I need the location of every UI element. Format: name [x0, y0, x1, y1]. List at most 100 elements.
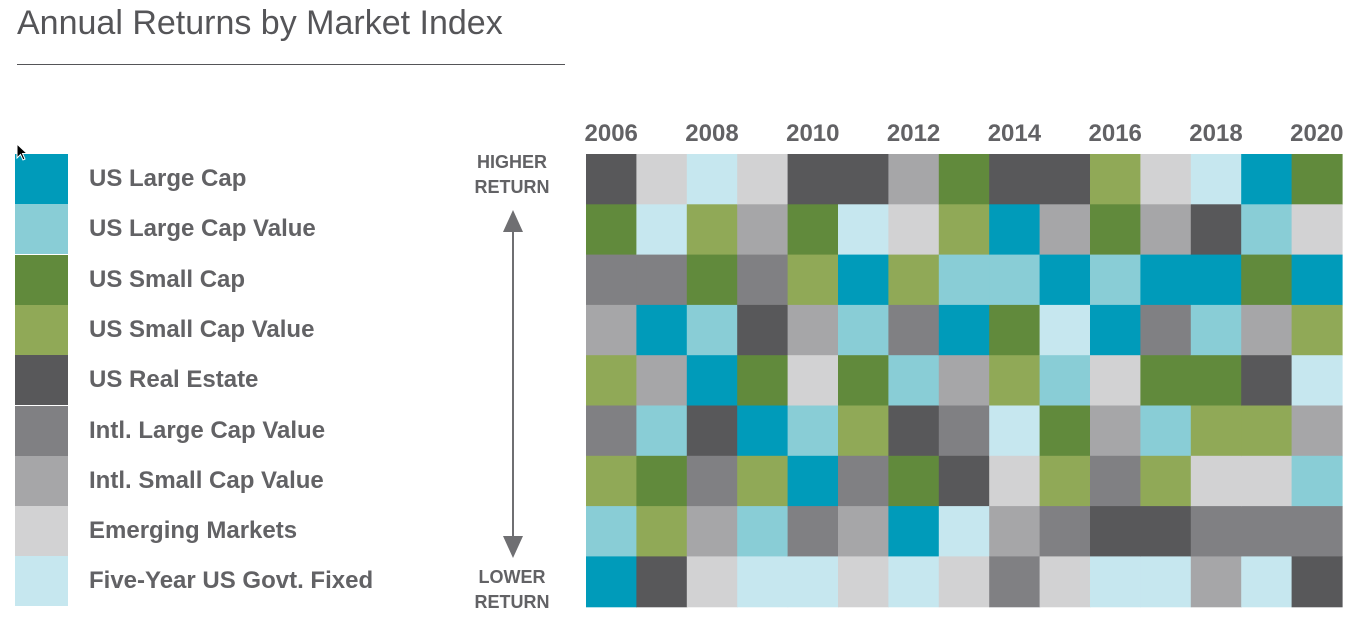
heatmap-cell	[737, 254, 789, 306]
heatmap-cell	[787, 254, 839, 306]
heatmap-cell	[1241, 506, 1293, 557]
heatmap-cell	[938, 204, 990, 256]
year-tick-label: 2008	[685, 120, 738, 147]
legend-label: US Small Cap	[89, 265, 246, 293]
heatmap-cell	[1090, 355, 1141, 407]
heatmap-cell	[989, 455, 1041, 507]
heatmap-cell	[1090, 405, 1141, 457]
heatmap-cell	[787, 355, 839, 407]
heatmap-cell	[1190, 254, 1242, 306]
heatmap-cell	[1291, 304, 1343, 356]
heatmap-cell	[636, 254, 688, 306]
heatmap-cell	[1291, 204, 1343, 256]
year-tick-label: 2018	[1189, 120, 1242, 147]
heatmap-cell	[888, 556, 940, 608]
heatmap-cell	[1190, 556, 1242, 608]
heatmap-cell	[1140, 506, 1192, 557]
heatmap-cell	[1291, 355, 1343, 407]
heatmap-cell	[586, 355, 637, 407]
heatmap-cell	[888, 204, 940, 256]
heatmap-cell	[1090, 455, 1141, 507]
heatmap-cell	[1241, 455, 1293, 507]
higher-return-label: HIGHER RETURN	[474, 152, 550, 197]
legend-item: US Large Cap	[15, 154, 455, 204]
legend-swatch	[15, 254, 68, 305]
heatmap-cell	[686, 304, 738, 356]
heatmap-cell	[1140, 355, 1192, 407]
heatmap-cell	[1241, 556, 1293, 608]
heatmap-cell	[888, 254, 940, 306]
heatmap-cell	[838, 154, 889, 205]
legend-item: US Small Cap	[15, 254, 455, 305]
heatmap-cell	[888, 355, 940, 407]
heatmap-cell	[1140, 304, 1192, 356]
heatmap-cell	[1039, 455, 1091, 507]
legend-swatch	[15, 506, 68, 557]
heatmap-cell	[1190, 355, 1242, 407]
heatmap-cell	[1190, 506, 1242, 557]
heatmap-cell	[938, 304, 990, 356]
heatmap-cell	[636, 204, 688, 256]
heatmap-cell	[1241, 154, 1293, 205]
heatmap-cell	[838, 254, 889, 306]
heatmap-cell	[686, 254, 738, 306]
heatmap-cell	[737, 355, 789, 407]
heatmap-cell	[1190, 154, 1242, 205]
heatmap-cell	[1291, 455, 1343, 507]
heatmap-cell	[1190, 304, 1242, 356]
heatmap-cell	[636, 506, 688, 557]
heatmap-cell	[838, 355, 889, 407]
heatmap-cell	[636, 405, 688, 457]
heatmap-cell	[787, 506, 839, 557]
heatmap-cell	[737, 304, 789, 356]
heatmap-cell	[686, 455, 738, 507]
heatmap-cell	[1241, 355, 1293, 407]
heatmap-cell	[586, 506, 637, 557]
heatmap-cell	[1039, 556, 1091, 608]
legend-item: US Large Cap Value	[15, 204, 455, 255]
title-divider	[17, 64, 565, 65]
heatmap-cell	[888, 455, 940, 507]
heatmap-cell	[1291, 154, 1343, 205]
heatmap-cell	[586, 154, 637, 205]
legend-swatch	[15, 405, 68, 456]
heatmap-cell	[1190, 405, 1242, 457]
heatmap-cell	[686, 154, 738, 205]
heatmap-cell	[686, 355, 738, 407]
heatmap-cell	[888, 304, 940, 356]
heatmap-cell	[938, 405, 990, 457]
legend-label: US Large Cap Value	[89, 215, 316, 243]
heatmap-cell	[989, 556, 1041, 608]
heatmap-cell	[938, 506, 990, 557]
legend-label: US Real Estate	[89, 366, 259, 394]
heatmap-cell	[1090, 556, 1141, 608]
legend-swatch	[15, 556, 68, 607]
heatmap-cell	[737, 556, 789, 608]
heatmap-cell	[1090, 304, 1141, 356]
heatmap-cell	[1241, 254, 1293, 306]
heatmap-cell	[838, 556, 889, 608]
heatmap-cell	[938, 254, 990, 306]
legend-swatch	[15, 204, 68, 255]
heatmap-cell	[838, 405, 889, 457]
heatmap-cell	[888, 405, 940, 457]
heatmap-cell	[787, 204, 839, 256]
heatmap-cell	[787, 556, 839, 608]
year-tick-label: 2006	[585, 120, 638, 147]
heatmap-cell	[787, 455, 839, 507]
heatmap-cell	[636, 455, 688, 507]
heatmap-cell	[989, 506, 1041, 557]
heatmap-cell	[586, 254, 637, 306]
heatmap-cell	[1039, 304, 1091, 356]
heatmap-cell	[888, 154, 940, 205]
legend-label: Intl. Small Cap Value	[89, 466, 324, 494]
legend-item: US Real Estate	[15, 355, 455, 406]
heatmap-cell	[787, 405, 839, 457]
legend-label: US Large Cap	[89, 165, 247, 192]
heatmap-cell	[1291, 254, 1343, 306]
heatmap-cell	[1190, 455, 1242, 507]
heatmap-cell	[586, 204, 637, 256]
heatmap-cell	[1291, 506, 1343, 557]
legend-swatch	[15, 304, 68, 355]
heatmap-cell	[1140, 405, 1192, 457]
